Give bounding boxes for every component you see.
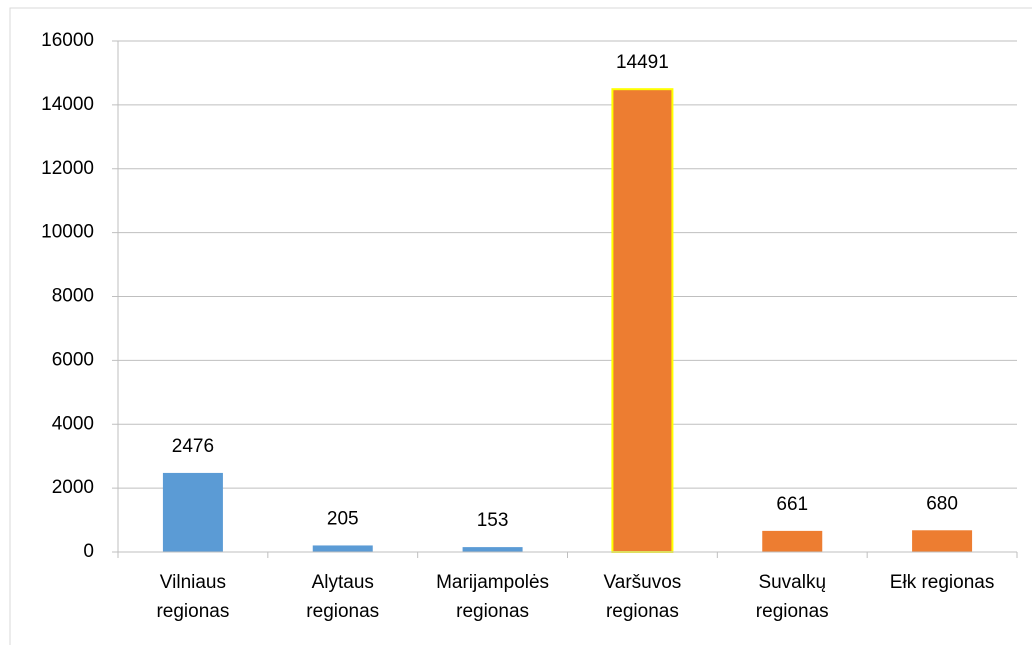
value-label: 205 [327, 508, 359, 529]
x-tick-label: Marijampolės regionas [436, 572, 550, 622]
value-label: 661 [776, 494, 808, 515]
x-tick-label: Suvalkų regionas [755, 572, 829, 622]
y-tick-label: 4000 [52, 413, 94, 434]
y-tick-label: 16000 [41, 30, 94, 51]
bar [462, 547, 523, 552]
value-label: 153 [477, 510, 509, 531]
y-tick-label: 8000 [52, 286, 94, 307]
value-label: 14491 [616, 52, 669, 73]
bar [312, 545, 373, 552]
chart-border [9, 7, 1032, 645]
value-label: 680 [926, 493, 958, 514]
bar [162, 472, 223, 552]
x-tick-label: Ełk regionas [889, 572, 995, 593]
y-tick-label: 12000 [41, 158, 94, 179]
bar [912, 530, 973, 552]
y-tick-label: 14000 [41, 94, 94, 115]
y-tick-label: 0 [83, 541, 94, 562]
bar [611, 88, 674, 553]
bar [762, 530, 823, 552]
y-tick-label: 6000 [52, 349, 94, 370]
y-tick-label: 2000 [52, 477, 94, 498]
y-tick-label: 10000 [41, 222, 94, 243]
value-label: 2476 [172, 436, 214, 457]
x-tick-label: Vilniaus regionas [156, 572, 230, 622]
x-tick-label: Varšuvos regionas [603, 572, 682, 622]
x-tick-label: Alytaus regionas [306, 572, 380, 622]
